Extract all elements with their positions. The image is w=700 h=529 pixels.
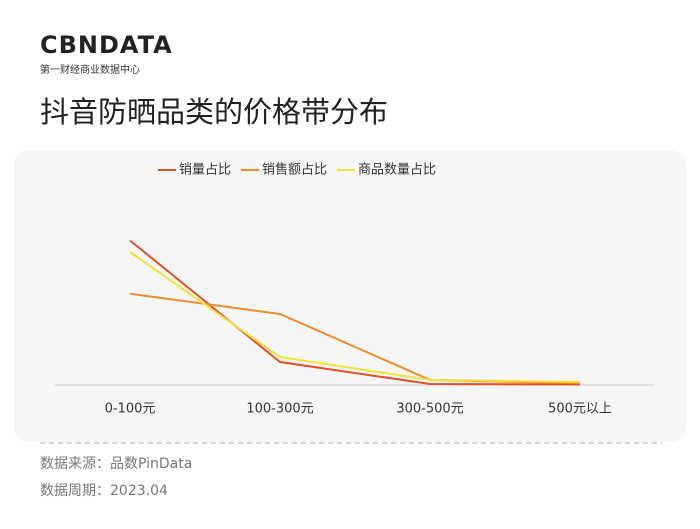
x-tick-label: 0-100元 <box>105 402 156 417</box>
legend-label: 销售额占比 <box>262 162 327 178</box>
series-line <box>129 239 581 386</box>
logo-subtitle: 第一财经商业数据中心 <box>40 63 140 76</box>
chart-panel <box>14 150 686 442</box>
period: 数据周期：2023.04 <box>40 483 168 499</box>
page-title: 抖音防晒品类的价格带分布 <box>40 95 388 129</box>
x-tick-label: 300-500元 <box>396 402 463 417</box>
source: 数据来源：品数PinData <box>40 456 192 472</box>
logo: CBNDATA <box>40 31 173 59</box>
x-tick-label: 500元以上 <box>548 402 612 417</box>
legend-label: 商品数量占比 <box>358 163 436 178</box>
series-line <box>129 251 581 383</box>
x-tick-label: 100-300元 <box>246 402 313 417</box>
legend-label: 销量占比 <box>179 163 231 178</box>
